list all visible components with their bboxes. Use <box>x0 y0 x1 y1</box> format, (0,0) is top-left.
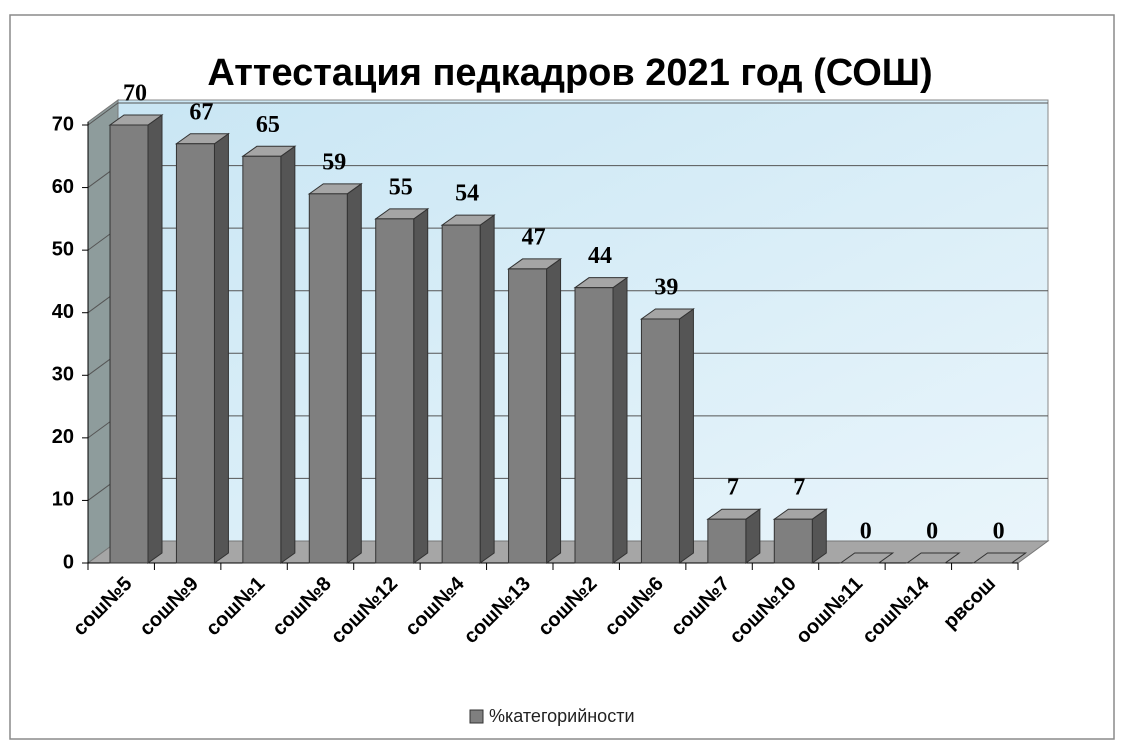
bar-side <box>213 132 229 564</box>
data-label: 44 <box>588 243 612 269</box>
bar <box>905 552 961 564</box>
bar <box>972 552 1028 564</box>
bar-front <box>707 518 747 564</box>
y-tick-label: 20 <box>52 426 74 448</box>
data-label: 0 <box>993 519 1005 545</box>
bar <box>241 145 297 564</box>
y-tick-label: 60 <box>52 176 74 198</box>
bar-side <box>479 214 495 564</box>
bar <box>772 508 828 564</box>
data-label: 7 <box>727 475 739 501</box>
bar-front <box>640 318 680 564</box>
data-label: 65 <box>256 112 280 138</box>
bar <box>374 207 430 564</box>
bar-front <box>175 143 215 564</box>
bar <box>507 257 563 564</box>
y-tick-label: 40 <box>52 301 74 323</box>
bar <box>839 552 895 564</box>
legend-label: %категорийности <box>489 706 635 726</box>
bar <box>174 132 230 564</box>
bar-front <box>773 518 813 564</box>
data-label: 47 <box>522 224 546 250</box>
bar-side <box>413 207 429 564</box>
data-label: 59 <box>322 149 346 175</box>
bar-front <box>242 155 282 564</box>
grid-line <box>87 102 119 126</box>
y-tick-label: 70 <box>52 113 74 135</box>
bar-top <box>839 552 895 564</box>
bar <box>706 508 762 564</box>
data-label: 0 <box>926 519 938 545</box>
data-label: 0 <box>860 519 872 545</box>
bar-side <box>678 307 694 564</box>
bar-side <box>280 145 296 564</box>
bar-top <box>972 552 1028 564</box>
bar-top <box>905 552 961 564</box>
bar-side <box>346 182 362 564</box>
data-label: 70 <box>123 81 147 107</box>
bar-front <box>109 124 149 564</box>
bar-side <box>546 257 562 564</box>
chart-title: Аттестация педкадров 2021 год (СОШ) <box>207 52 932 94</box>
bar-side <box>612 276 628 564</box>
data-label: 39 <box>654 274 678 300</box>
data-label: 67 <box>189 99 213 125</box>
bar <box>440 214 496 564</box>
bar <box>108 114 164 564</box>
legend-swatch <box>469 709 484 724</box>
bar <box>573 276 629 564</box>
bar-side <box>147 114 163 564</box>
bar-front <box>441 224 481 564</box>
data-label: 7 <box>793 475 805 501</box>
data-label: 54 <box>455 181 479 207</box>
bar-front <box>308 193 348 564</box>
bar-front <box>508 268 548 564</box>
floor <box>86 540 1050 564</box>
data-label: 55 <box>389 174 413 200</box>
bar-front <box>574 287 614 564</box>
y-tick-label: 10 <box>52 489 74 511</box>
bar-front <box>375 218 415 564</box>
y-tick-label: 30 <box>52 364 74 386</box>
bar <box>307 182 363 564</box>
y-tick-label: 0 <box>63 551 74 573</box>
bar <box>639 307 695 564</box>
y-tick-label: 50 <box>52 238 74 260</box>
